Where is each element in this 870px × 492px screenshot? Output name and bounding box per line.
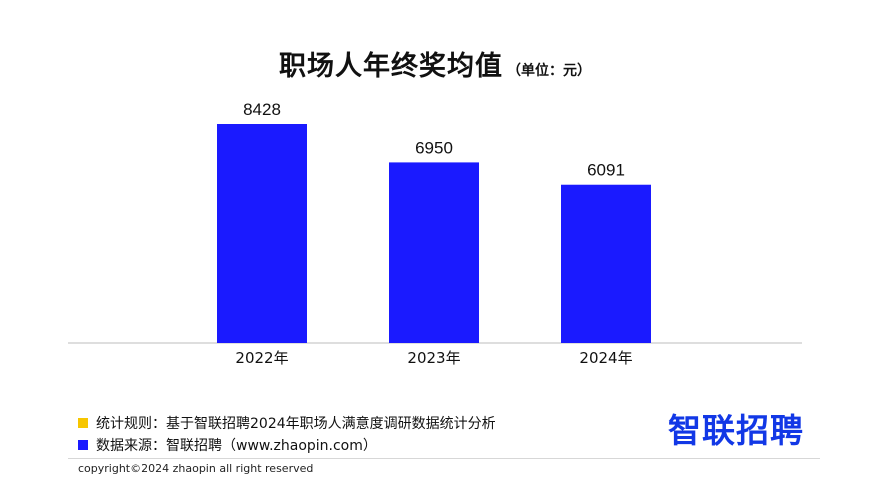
x-tick-label-1: 2023年 xyxy=(407,349,460,367)
note-rule: 统计规则：基于智联招聘2024年职场人满意度调研数据统计分析 xyxy=(78,412,496,434)
copyright-text: copyright©2024 zhaopin all right reserve… xyxy=(78,462,314,475)
note-source-swatch xyxy=(78,440,88,450)
data-label-2: 6091 xyxy=(587,161,625,180)
chart-title: 职场人年终奖均值 xyxy=(279,51,503,82)
chart-title-wrap: 职场人年终奖均值 （单位：元） xyxy=(0,44,870,83)
footer-divider xyxy=(68,458,820,459)
data-label-0: 8428 xyxy=(243,100,281,119)
bar-2 xyxy=(561,184,651,343)
note-source: 数据来源：智联招聘（www.zhaopin.com） xyxy=(78,434,496,456)
bar-0 xyxy=(217,124,307,343)
note-rule-swatch xyxy=(78,418,88,428)
x-tick-label-0: 2022年 xyxy=(235,349,288,367)
x-tick-label-2: 2024年 xyxy=(579,349,632,367)
brand-logo: 智联招聘 xyxy=(668,411,804,450)
unit-label: （单位：元） xyxy=(507,63,591,79)
data-label-1: 6950 xyxy=(415,138,453,157)
footer-notes: 统计规则：基于智联招聘2024年职场人满意度调研数据统计分析 数据来源：智联招聘… xyxy=(78,412,496,456)
note-source-text: 数据来源：智联招聘（www.zhaopin.com） xyxy=(96,438,377,454)
note-rule-text: 统计规则：基于智联招聘2024年职场人满意度调研数据统计分析 xyxy=(96,416,496,432)
bar-1 xyxy=(389,162,479,343)
